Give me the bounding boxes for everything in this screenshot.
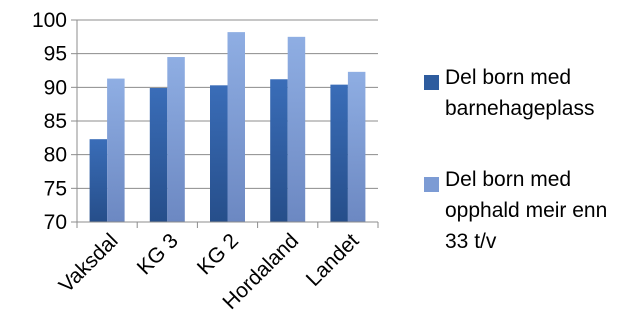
legend-swatch-1 <box>424 75 439 90</box>
y-tick-label: 90 <box>44 76 67 99</box>
x-tick-label: KG 3 <box>133 229 183 279</box>
x-tick-label: KG 2 <box>193 229 243 279</box>
legend-label-1: Del born med barnehageplass <box>445 66 595 120</box>
bar-hordaland-series-1 <box>270 79 288 223</box>
bar-hordaland-series-2 <box>287 36 306 223</box>
y-tick-label: 100 <box>32 9 67 32</box>
legend: Del born med barnehageplass Del born med… <box>424 62 620 297</box>
legend-swatch-2 <box>424 177 439 192</box>
bar-kg-2-series-1 <box>210 85 228 223</box>
bar-landet-series-2 <box>347 71 366 222</box>
y-tick-label: 75 <box>44 177 67 200</box>
y-tick-label: 70 <box>44 211 67 234</box>
y-tick-label: 80 <box>44 144 67 167</box>
bar-landet-series-1 <box>330 84 348 222</box>
bar-vaksdal-series-2 <box>107 78 125 222</box>
x-tick-label: Landet <box>302 229 364 291</box>
legend-label-2: Del born med opphald meir enn 33 t/v <box>445 168 608 253</box>
legend-item-1: Del born med barnehageplass <box>424 62 620 124</box>
bars <box>89 32 366 223</box>
bar-kg-3-series-1 <box>149 88 168 222</box>
bar-vaksdal-series-1 <box>89 139 108 222</box>
x-tick-label: Vaksdal <box>55 229 123 297</box>
bar-kg-3-series-2 <box>167 57 185 223</box>
y-tick-label: 95 <box>44 43 67 66</box>
axes <box>71 19 379 228</box>
y-tick-labels: 70 75 80 85 90 95 100 <box>32 9 67 234</box>
y-tick-label: 85 <box>44 110 67 133</box>
legend-item-2: Del born med opphald meir enn 33 t/v <box>424 164 620 257</box>
bar-kg-2-series-2 <box>227 32 245 223</box>
